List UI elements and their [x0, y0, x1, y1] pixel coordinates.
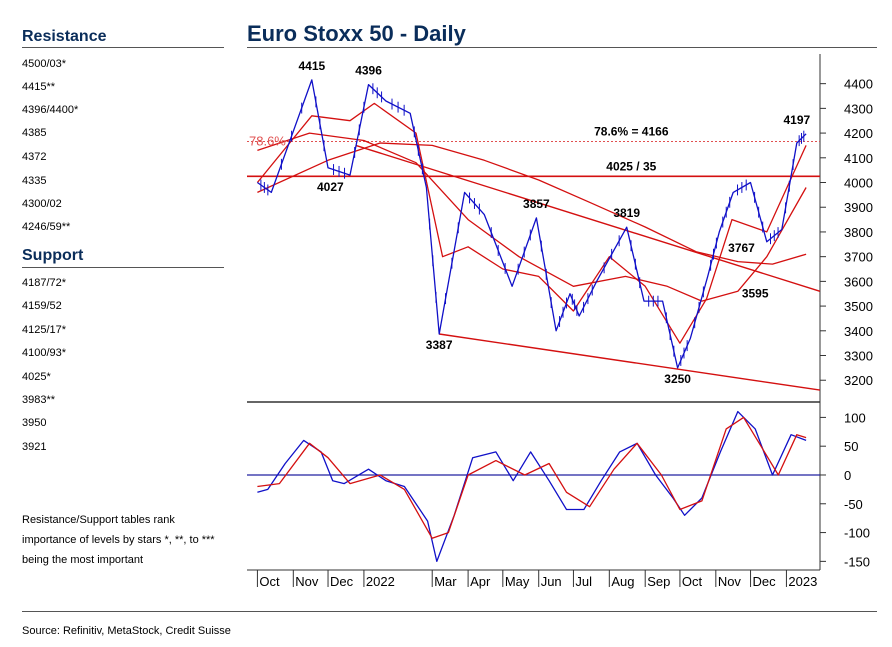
osc-slow-line — [257, 416, 807, 539]
x-month-label: Apr — [470, 574, 491, 589]
price-annotation: 3819 — [613, 206, 640, 220]
x-month-label: Oct — [682, 574, 703, 589]
resistance-level: 4415** — [22, 81, 56, 93]
y-tick-label: 3700 — [844, 250, 873, 265]
support-level: 3950 — [22, 417, 47, 429]
support-heading: Support — [22, 247, 84, 264]
x-month-label: Mar — [434, 574, 457, 589]
resistance-rule — [22, 47, 224, 48]
price-annotation: 3250 — [664, 372, 691, 386]
support-level: 3921 — [22, 441, 47, 453]
ranking-note: Resistance/Support tables rank importanc… — [22, 514, 215, 566]
title-rule — [247, 47, 877, 48]
y-tick-label: 3400 — [844, 324, 873, 339]
x-month-label: Oct — [259, 574, 280, 589]
support-level: 4159/52 — [22, 300, 62, 312]
price-annotation: 78.6% = 4166 — [594, 124, 669, 138]
resistance-heading: Resistance — [22, 28, 107, 45]
moving-average-line — [256, 102, 807, 344]
price-annotation: 3857 — [523, 197, 550, 211]
moving-average-line — [257, 132, 807, 302]
chart-title: Euro Stoxx 50 - Daily — [247, 21, 466, 46]
support-level: 4187/72* — [22, 277, 67, 289]
price-annotation: 4025 / 35 — [606, 159, 656, 173]
osc-fast-line — [257, 410, 807, 563]
osc-y-tick-label: -150 — [844, 554, 870, 569]
source-note: Source: Refinitiv, MetaStock, Credit Sui… — [22, 625, 231, 637]
trendline — [355, 144, 821, 292]
support-level: 4125/17* — [22, 324, 67, 336]
price-annotation: 4396 — [355, 64, 382, 78]
y-tick-label: 3800 — [844, 225, 873, 240]
y-tick-label: 3300 — [844, 349, 873, 364]
price-annotation: 3387 — [426, 338, 453, 352]
resistance-level: 4500/03* — [22, 58, 67, 70]
y-tick-label: 4400 — [844, 77, 873, 92]
price-line — [257, 79, 807, 369]
footer-rule — [22, 611, 877, 612]
price-annotation: 4197 — [783, 113, 810, 127]
x-month-label: Nov — [295, 574, 319, 589]
resistance-level: 4300/02 — [22, 198, 62, 210]
x-month-label: Jul — [575, 574, 592, 589]
x-month-label: Nov — [718, 574, 742, 589]
trendline — [439, 333, 821, 391]
support-level: 4025* — [22, 371, 51, 383]
resistance-level: 4246/59** — [22, 221, 71, 233]
price-annotation: 78.6% — [249, 133, 286, 148]
osc-y-tick-label: 50 — [844, 439, 858, 454]
osc-y-tick-label: -50 — [844, 497, 863, 512]
x-month-label: May — [505, 574, 530, 589]
y-tick-label: 3200 — [844, 373, 873, 388]
price-annotation: 3595 — [742, 287, 769, 301]
price-annotation: 4415 — [298, 59, 325, 73]
x-month-label: Sep — [647, 574, 670, 589]
x-month-label: 2022 — [366, 574, 395, 589]
price-annotation: 4027 — [317, 180, 344, 194]
y-tick-label: 4100 — [844, 151, 873, 166]
resistance-level: 4335 — [22, 175, 47, 187]
x-month-label: Dec — [753, 574, 777, 589]
y-tick-label: 4300 — [844, 101, 873, 116]
moving-average-line — [257, 142, 807, 265]
osc-y-tick-label: 0 — [844, 468, 851, 483]
price-annotation: 3767 — [728, 241, 755, 255]
resistance-level: 4385 — [22, 127, 47, 139]
support-level: 3983** — [22, 394, 56, 406]
y-tick-label: 4000 — [844, 176, 873, 191]
y-tick-label: 3600 — [844, 274, 873, 289]
y-tick-label: 3900 — [844, 200, 873, 215]
support-level: 4100/93* — [22, 347, 67, 359]
x-month-label: Dec — [330, 574, 354, 589]
y-tick-label: 4200 — [844, 126, 873, 141]
y-tick-label: 3500 — [844, 299, 873, 314]
osc-y-tick-label: -100 — [844, 526, 870, 541]
x-month-label: 2023 — [788, 574, 817, 589]
x-month-label: Jun — [541, 574, 562, 589]
resistance-level: 4396/4400* — [22, 104, 79, 116]
support-rule — [22, 267, 224, 268]
resistance-level: 4372 — [22, 151, 47, 163]
x-month-label: Aug — [611, 574, 634, 589]
osc-y-tick-label: 100 — [844, 410, 866, 425]
